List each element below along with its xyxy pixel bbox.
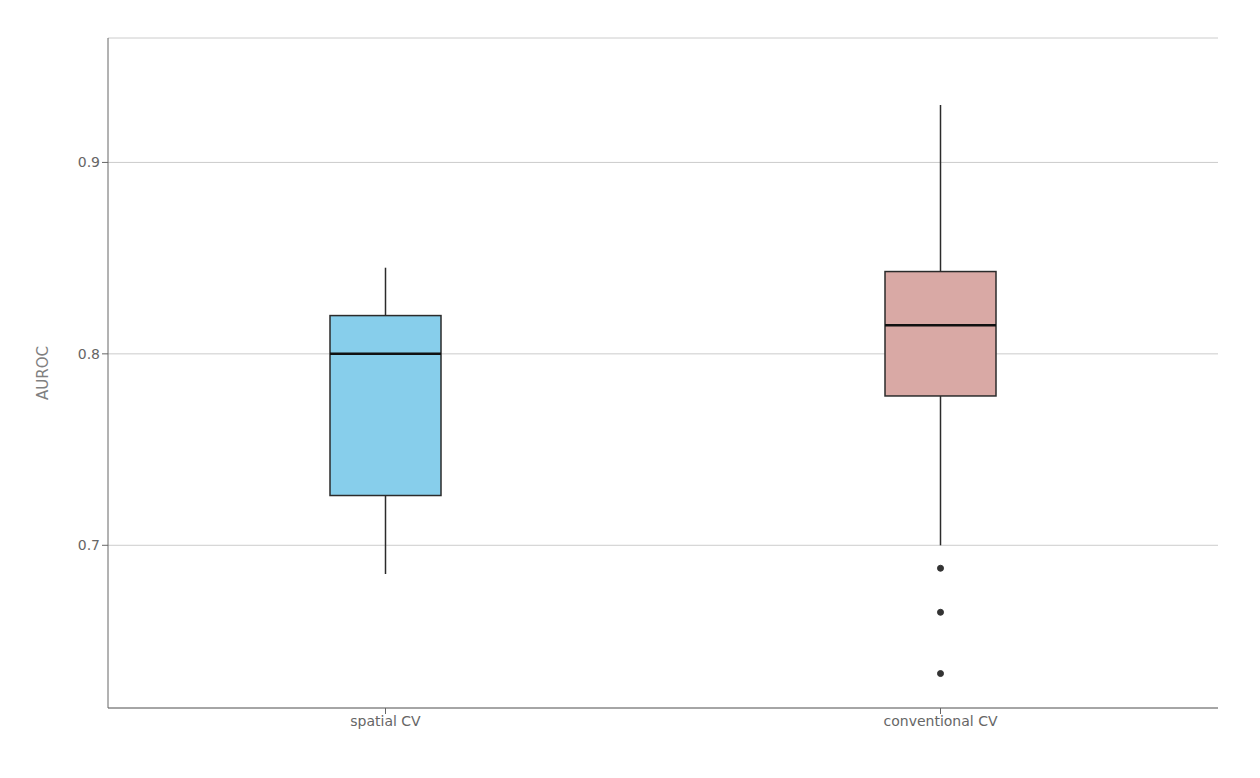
svg-text:spatial CV: spatial CV xyxy=(350,713,421,729)
svg-text:0.7: 0.7 xyxy=(78,537,100,553)
svg-text:0.9: 0.9 xyxy=(78,154,100,170)
svg-text:conventional CV: conventional CV xyxy=(884,713,998,729)
svg-text:0.8: 0.8 xyxy=(78,346,100,362)
svg-text:AUROC: AUROC xyxy=(34,346,52,400)
